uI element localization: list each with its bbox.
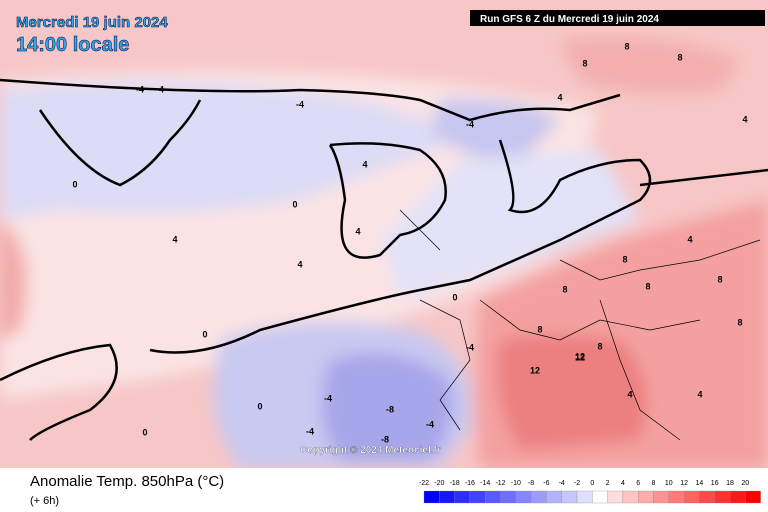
scale-label: -16 — [465, 480, 475, 487]
borders — [399, 209, 761, 441]
scale-label: 4 — [621, 480, 625, 487]
contour-label: 0 — [452, 292, 457, 302]
scale-swatch — [683, 490, 700, 504]
scale-label: 12 — [680, 480, 688, 487]
contour-label: 12 — [575, 352, 585, 362]
contour-label: -4 — [426, 419, 434, 429]
header-bar — [470, 10, 765, 26]
contour-label: 8 — [717, 274, 722, 284]
contour-label: 0 — [142, 427, 147, 437]
contour-label: 4 — [742, 114, 747, 124]
contour-label: -4 — [324, 393, 332, 403]
contour-label: 4 — [627, 389, 632, 399]
contour-label: 4 — [297, 259, 302, 269]
run-info: Run GFS 6 Z du Mercredi 19 juin 2024 — [480, 14, 659, 25]
scale-swatch — [729, 490, 746, 504]
contour-label: 8 — [645, 281, 650, 291]
scale-swatch — [439, 490, 455, 504]
scale-label: 0 — [590, 480, 594, 487]
contour-label: 4 — [172, 234, 177, 244]
contour-label: 8 — [737, 317, 742, 327]
contour-label: 4 — [362, 159, 367, 169]
contour-label: 0 — [72, 179, 77, 189]
contour-label: -4 — [296, 99, 304, 109]
contour-label: 12 — [575, 351, 585, 361]
contour-label: 8 — [622, 254, 627, 264]
contour-label: 4 — [557, 92, 562, 102]
contour-label: 8 — [677, 52, 682, 62]
scale-swatch — [668, 490, 685, 504]
scale-label: -4 — [559, 480, 565, 487]
scale-label: 16 — [711, 480, 719, 487]
scale-label: -2 — [574, 480, 580, 487]
contour-label: 8 — [537, 324, 542, 334]
scale-label: 14 — [696, 480, 704, 487]
contour-label: -8 — [381, 434, 389, 444]
scale-swatch — [576, 490, 593, 504]
scale-swatch — [699, 490, 715, 504]
scale-label: 2 — [606, 480, 610, 487]
copyright: Copyright © 2024 Meteociel.fr — [300, 445, 441, 456]
contour-label: 8 — [562, 284, 567, 294]
scale-swatch — [622, 490, 639, 504]
scale-label: -12 — [495, 480, 505, 487]
lead-time: (+ 6h) — [30, 495, 59, 507]
scale-label: -18 — [450, 480, 460, 487]
contour-label: -4 — [466, 119, 474, 129]
scale-label: 10 — [665, 480, 673, 487]
contour-label: 0 — [292, 199, 297, 209]
coastlines — [0, 78, 768, 441]
footer-band — [0, 468, 768, 512]
contour-label: 8 — [597, 341, 602, 351]
contour-label: 0 — [202, 329, 207, 339]
contour-label: 0 — [257, 401, 262, 411]
scale-label: -14 — [480, 480, 490, 487]
scale-swatch — [561, 490, 578, 504]
time: 14:00 locale — [16, 34, 129, 56]
scale-swatch — [469, 490, 486, 504]
contour-label: -4 — [466, 342, 474, 352]
scale-swatch — [530, 490, 547, 504]
scale-swatch — [454, 490, 471, 504]
scale-swatch — [500, 490, 516, 504]
color-scale: -22 -20 -18 -16 -14 -12 -10 -8 -6 -4 -2 0 2 4 6 8 10 12 14… — [419, 480, 761, 504]
contour-label: 8 — [582, 58, 587, 68]
scale-label: -22 — [419, 480, 429, 487]
scale-label: 8 — [652, 480, 656, 487]
contour-labels: -4 -4 -4 -4 0 0 4 4 4 4 0 0 -4 -4 -8 -8 -4 4 8 8 8 8 12 12 8 8 4 4 0… — [72, 41, 747, 444]
scale-swatch — [638, 490, 654, 504]
contour-label: 4 — [355, 226, 360, 236]
scale-label: -8 — [528, 480, 534, 487]
contour-label: -8 — [386, 404, 394, 414]
scale-swatch — [485, 490, 501, 504]
scale-swatch — [745, 490, 761, 504]
contour-label: 4 — [687, 234, 692, 244]
scale-swatch — [423, 490, 440, 504]
contour-label: -4 — [306, 426, 314, 436]
scale-swatch — [546, 490, 562, 504]
contour-label: -4 — [156, 84, 164, 94]
scale-label: 18 — [726, 480, 734, 487]
contour-label: -4 — [136, 84, 144, 94]
scale-swatch — [607, 490, 624, 504]
contour-label: 12 — [530, 365, 540, 375]
scale-label: -20 — [434, 480, 444, 487]
scale-swatch — [714, 490, 731, 504]
scale-swatch — [592, 490, 608, 504]
footer-title: Anomalie Temp. 850hPa (°C) — [30, 473, 224, 490]
date: Mercredi 19 juin 2024 — [16, 14, 168, 31]
scale-swatch — [653, 490, 669, 504]
contour-label: 4 — [697, 389, 702, 399]
scale-label: 20 — [741, 480, 749, 487]
scale-label: -6 — [543, 480, 549, 487]
scale-label: 6 — [636, 480, 640, 487]
map-background — [0, 0, 768, 468]
contour-label: 8 — [624, 41, 629, 51]
scale-label: -10 — [511, 480, 521, 487]
scale-swatch — [515, 490, 532, 504]
